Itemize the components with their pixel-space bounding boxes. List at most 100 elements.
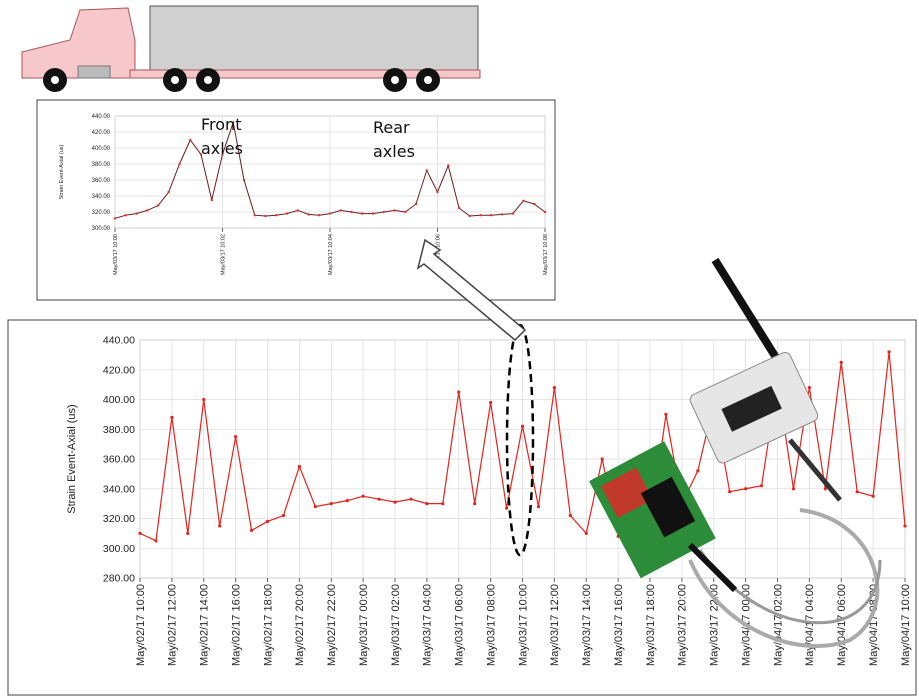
- data-point: [346, 499, 349, 502]
- data-point: [307, 213, 309, 215]
- data-point: [393, 209, 395, 211]
- data-point: [505, 506, 508, 509]
- data-point: [533, 203, 535, 205]
- data-point: [760, 484, 763, 487]
- x-tick-label: May/02/17 12:00: [167, 584, 179, 666]
- data-point: [856, 490, 859, 493]
- y-tick-label: 360.00: [92, 178, 111, 184]
- data-point: [489, 401, 492, 404]
- y-tick-label: 440.00: [103, 335, 135, 347]
- data-point: [329, 212, 331, 214]
- x-tick-label: May/03/17 10:00: [517, 584, 529, 666]
- data-point: [728, 490, 731, 493]
- data-point: [189, 139, 191, 141]
- y-tick-label: 300.00: [103, 543, 135, 555]
- x-tick-label: May/02/17 18:00: [262, 584, 274, 666]
- data-point: [350, 211, 352, 213]
- y-tick-label: 280.00: [103, 573, 135, 585]
- data-point: [114, 217, 116, 219]
- data-point: [157, 204, 159, 206]
- x-tick-label: May/03/17 10:02: [220, 234, 226, 275]
- y-tick-label: 420.00: [103, 364, 135, 376]
- data-point: [872, 495, 875, 498]
- x-tick-label: May/03/17 20:00: [677, 584, 689, 666]
- data-point: [318, 214, 320, 216]
- data-point: [490, 214, 492, 216]
- x-tick-label: May/02/17 10:00: [135, 584, 147, 666]
- data-point: [154, 539, 157, 542]
- x-tick-label: May/02/17 14:00: [199, 584, 211, 666]
- data-point: [186, 532, 189, 535]
- data-point: [404, 211, 406, 213]
- data-point: [340, 209, 342, 211]
- data-point: [744, 487, 747, 490]
- data-point: [314, 505, 317, 508]
- y-axis-label: Strain Event-Axial (us): [59, 144, 65, 199]
- data-point: [903, 524, 906, 527]
- x-tick-label: May/03/17 10:00: [113, 234, 119, 275]
- data-point: [808, 386, 811, 389]
- data-point: [425, 502, 428, 505]
- data-point: [282, 514, 285, 517]
- data-point: [218, 524, 221, 527]
- data-point: [824, 487, 827, 490]
- x-tick-label: May/03/17 14:00: [581, 584, 593, 666]
- data-point: [436, 191, 438, 193]
- data-point: [457, 390, 460, 393]
- tank: [78, 66, 110, 78]
- data-point: [250, 529, 253, 532]
- data-point: [537, 505, 540, 508]
- data-point: [521, 425, 524, 428]
- data-point: [168, 191, 170, 193]
- data-point: [254, 214, 256, 216]
- data-point: [601, 457, 604, 460]
- data-point: [286, 212, 288, 214]
- data-point: [512, 212, 514, 214]
- x-tick-label: May/03/17 00:00: [358, 584, 370, 666]
- data-point: [792, 487, 795, 490]
- y-tick-label: 340.00: [92, 194, 111, 200]
- x-tick-label: May/03/17 02:00: [390, 584, 402, 666]
- x-tick-label: May/03/17 10:08: [543, 234, 549, 275]
- x-tick-label: May/03/17 10:04: [328, 234, 334, 275]
- x-tick-label: May/03/17 16:00: [613, 584, 625, 666]
- data-point: [125, 214, 127, 216]
- y-tick-label: 420.00: [92, 130, 111, 136]
- data-point: [426, 169, 428, 171]
- data-point: [887, 350, 890, 353]
- data-point: [297, 209, 299, 211]
- x-tick-label: May/04/17 04:00: [804, 584, 816, 666]
- data-point: [696, 469, 699, 472]
- data-point: [664, 413, 667, 416]
- x-tick-label: May/03/17 18:00: [645, 584, 657, 666]
- data-point: [415, 203, 417, 205]
- y-tick-label: 300.00: [92, 226, 111, 232]
- x-tick-label: May/02/17 16:00: [230, 584, 242, 666]
- data-point: [211, 199, 213, 201]
- data-point: [234, 435, 237, 438]
- y-tick-label: 400.00: [103, 394, 135, 406]
- data-point: [298, 465, 301, 468]
- y-tick-label: 380.00: [103, 424, 135, 436]
- data-point: [458, 207, 460, 209]
- x-tick-label: May/03/17 06:00: [454, 584, 466, 666]
- data-point: [275, 214, 277, 216]
- data-point: [264, 215, 266, 217]
- data-point: [243, 179, 245, 181]
- data-point: [202, 398, 205, 401]
- data-point: [585, 532, 588, 535]
- data-point: [447, 164, 449, 166]
- y-tick-label: 320.00: [92, 210, 111, 216]
- data-point: [178, 163, 180, 165]
- data-point: [469, 215, 471, 217]
- trailer: [150, 6, 478, 70]
- data-point: [522, 200, 524, 202]
- x-tick-label: May/02/17 22:00: [326, 584, 338, 666]
- x-tick-label: May/03/17 08:00: [485, 584, 497, 666]
- x-tick-label: May/04/17 02:00: [772, 584, 784, 666]
- data-point: [501, 213, 503, 215]
- data-point: [138, 532, 141, 535]
- data-point: [361, 212, 363, 214]
- data-point: [135, 212, 137, 214]
- data-point: [170, 416, 173, 419]
